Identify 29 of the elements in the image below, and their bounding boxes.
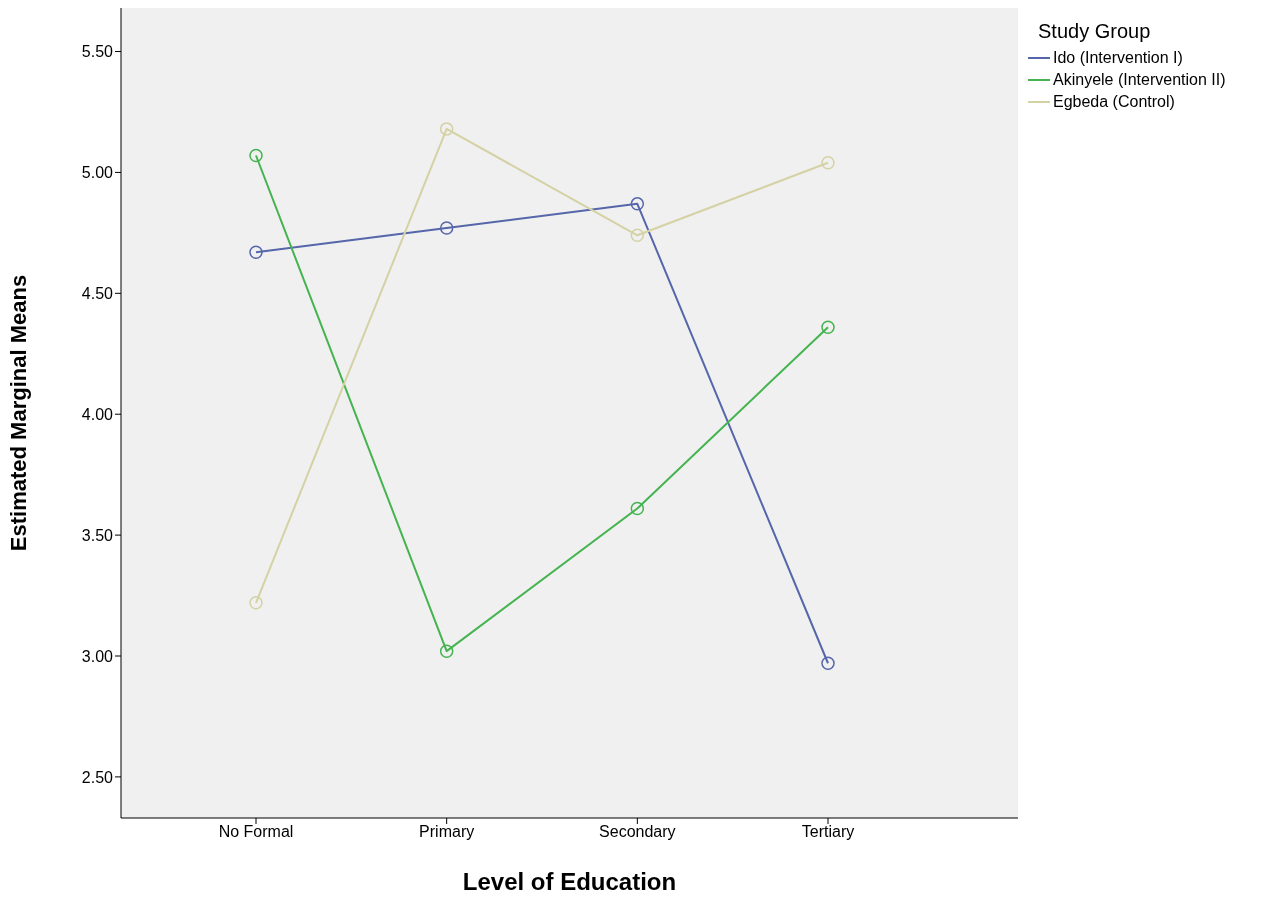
y-tick-label: 4.50 <box>81 284 114 302</box>
point <box>630 228 645 243</box>
y-tick-label: 5.00 <box>81 164 114 182</box>
legend-label: Akinyele (Intervention II) <box>1053 71 1226 89</box>
point <box>439 644 454 658</box>
y-axis-title: Estimated Marginal Means <box>5 274 31 552</box>
y-tick-label: 2.50 <box>81 768 114 786</box>
y-tick-label: 3.50 <box>81 526 114 544</box>
point <box>249 596 263 610</box>
y-tick-label: 3.00 <box>81 647 114 665</box>
y-tick-label: 4.00 <box>81 405 114 423</box>
legend-label: Ido (Intervention I) <box>1053 49 1183 67</box>
legend-label: Egbeda (Control) <box>1053 93 1175 111</box>
x-tick-label: No Formal <box>218 823 294 841</box>
point <box>439 221 454 235</box>
y-tick-label: 5.50 <box>81 43 114 61</box>
point <box>439 122 454 136</box>
x-tick-label: Primary <box>419 823 475 841</box>
point <box>630 501 645 516</box>
point <box>630 197 645 211</box>
x-tick-label: Tertiary <box>801 823 855 841</box>
point <box>249 245 263 259</box>
point <box>821 320 835 334</box>
point <box>821 156 835 170</box>
x-tick-label: Secondary <box>599 823 676 841</box>
legend-title: Study Group <box>1038 20 1152 43</box>
point <box>821 656 835 670</box>
x-axis-title: Level of Education <box>462 868 677 895</box>
point <box>249 148 263 163</box>
